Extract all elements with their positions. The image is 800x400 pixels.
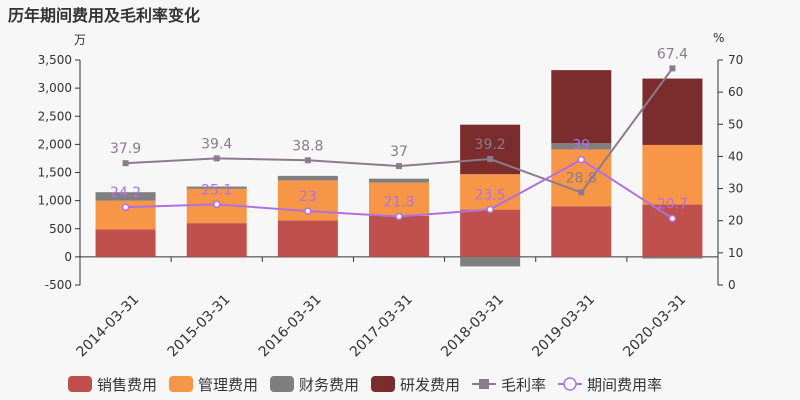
legend-swatch [371,376,395,392]
bar-segment [551,206,612,257]
legend-swatch [169,376,193,392]
right-tick-label: 20 [728,214,743,228]
bar-segment [186,186,247,189]
data-label: 25.1 [201,182,232,198]
data-label: 28.8 [566,170,597,186]
right-tick-label: 10 [728,246,743,260]
bar-segment [551,70,612,144]
data-label: 23.5 [475,187,506,203]
line-point [304,157,311,164]
data-label: 37.9 [110,141,141,157]
line-point [212,200,221,209]
left-tick-label: 3,000 [38,81,72,95]
bar-segment [277,175,338,181]
bar-segment [186,223,247,257]
left-tick-label: 1,000 [38,194,72,208]
bar-segment [369,178,429,183]
x-tick-label: 2017-03-31 [347,292,416,361]
left-tick-label: -500 [45,278,72,292]
line-point [396,163,402,170]
x-tick-label: 2016-03-31 [256,292,325,361]
right-axis-unit: % [713,31,725,45]
data-label: 67.4 [657,46,688,62]
line-point [213,155,220,162]
left-tick-label: 2,000 [38,137,72,151]
line-point [122,160,129,167]
x-tick-label: 2014-03-31 [74,292,143,361]
bar-segment [95,192,156,201]
bar-segment [277,220,338,257]
legend-label: 财务费用 [299,376,359,394]
bar-segment [642,78,703,145]
data-label: 23 [299,189,317,205]
left-tick-label: 500 [49,222,72,236]
legend-swatch [68,376,92,392]
line-point [304,207,312,215]
bar-segment [369,215,429,257]
legend-label: 毛利率 [501,376,546,394]
bar-segment [642,204,703,257]
data-label: 39.2 [475,137,506,153]
bar-segment [642,256,703,259]
left-tick-label: 1,500 [38,166,72,180]
bar-segment [460,209,521,257]
line-point [578,189,585,196]
right-tick-label: 50 [728,117,743,131]
line-point [395,212,403,221]
right-tick-label: 30 [728,182,743,196]
legend-label: 销售费用 [97,376,157,394]
line-point [577,155,586,164]
legend-label: 研发费用 [400,376,460,394]
left-tick-label: 0 [64,250,72,264]
x-tick-label: 2015-03-31 [165,292,234,361]
right-tick-label: 40 [728,149,743,163]
line-point [669,65,676,72]
right-tick-label: 70 [728,53,743,67]
legend-marker [479,379,489,389]
bar-segment [642,144,703,205]
bar-segment [460,256,521,267]
legend-swatch [270,376,294,392]
bar-segment [460,174,521,210]
data-label: 20.7 [657,196,688,212]
x-tick-label: 2019-03-31 [529,292,598,361]
bar-segment [551,143,612,150]
bar-segment [369,182,429,216]
data-label: 37 [390,144,408,160]
legend-marker [563,377,577,391]
line-point [486,205,494,214]
left-tick-label: 3,500 [38,53,72,67]
chart-title: 历年期间费用及毛利率变化 [8,6,201,25]
right-tick-label: 60 [728,85,743,99]
x-tick-label: 2018-03-31 [438,292,507,361]
right-tick-label: 0 [728,278,736,292]
line-point [121,203,130,211]
line-point [487,156,494,162]
data-label: 39 [572,138,590,154]
x-tick-label: 2020-03-31 [620,292,689,361]
left-axis-unit: 万 [74,33,87,47]
bar-segment [95,229,156,257]
data-label: 24.2 [110,185,141,201]
data-label: 38.8 [292,138,323,154]
legend-label: 管理费用 [198,376,258,394]
left-tick-label: 2,500 [38,109,72,123]
data-label: 21.3 [383,195,414,211]
legend-label: 期间费用率 [587,376,662,394]
line-point [668,214,677,223]
data-label: 39.4 [201,136,232,152]
